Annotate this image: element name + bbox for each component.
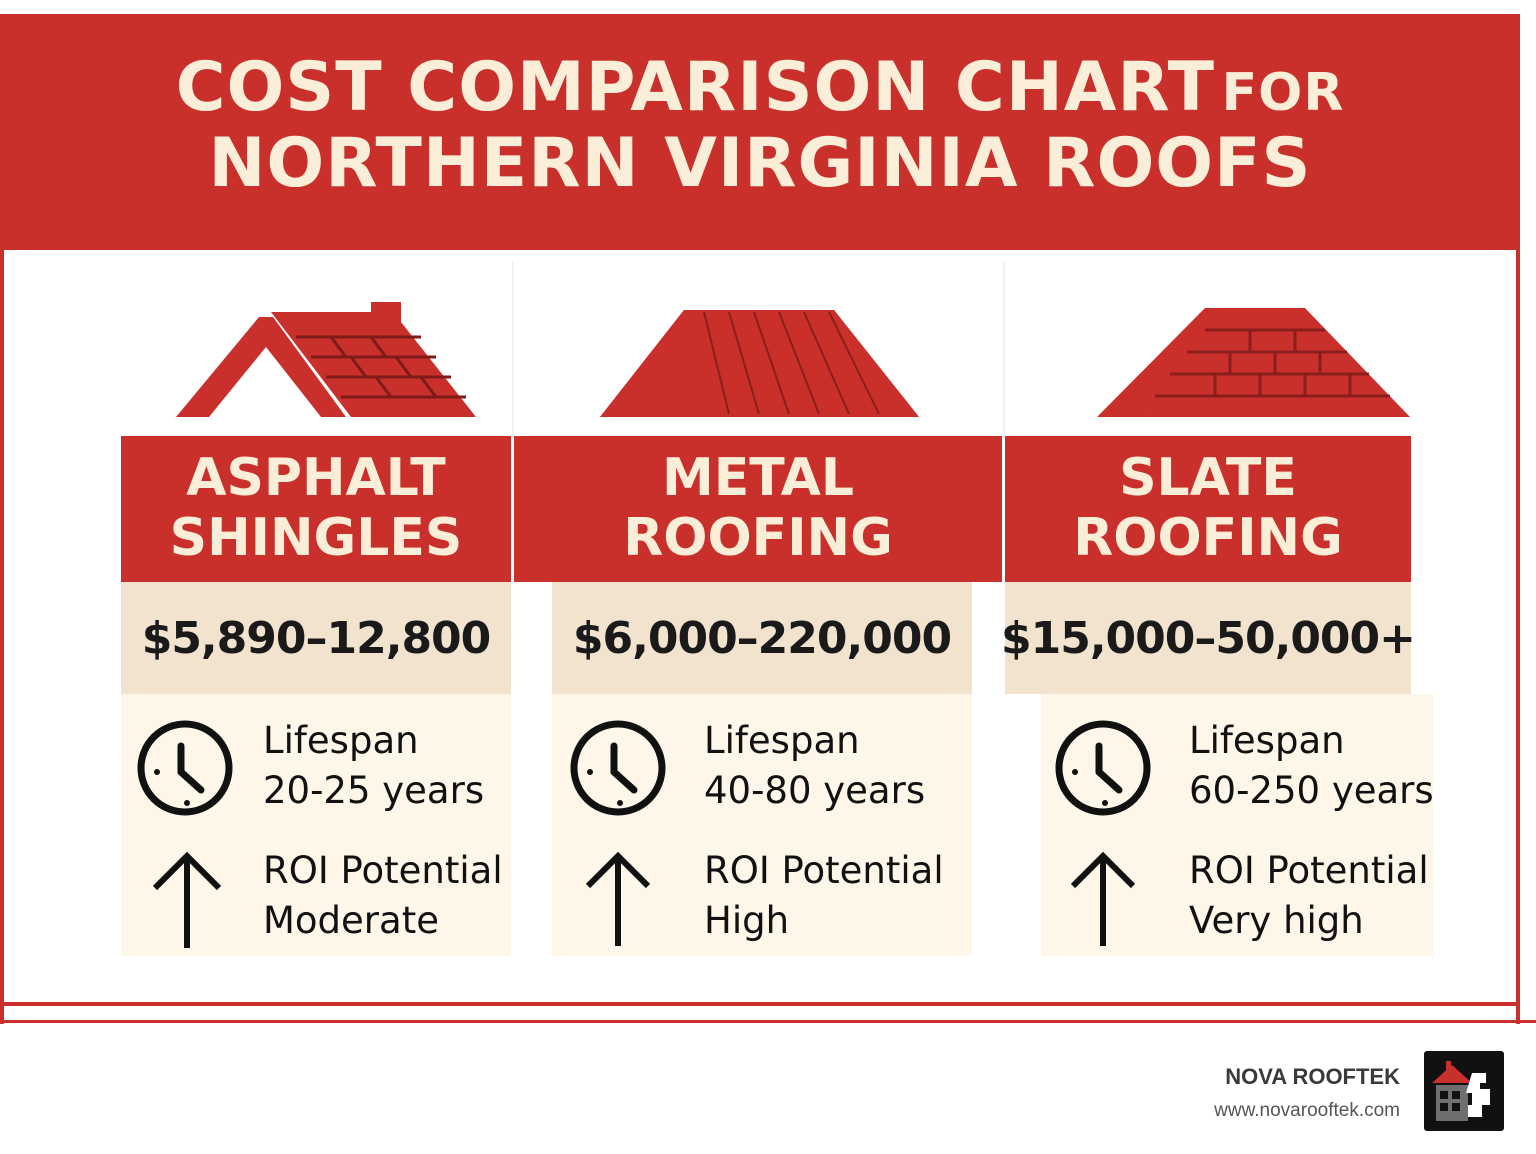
- details-box: Lifespan 20-25 years ROI Potential Moder…: [121, 694, 511, 956]
- price-range: $6,000–220,000: [572, 612, 952, 664]
- price-range: $5,890–12,800: [141, 612, 492, 664]
- arrow-up-icon: [135, 850, 235, 950]
- header-banner: [0, 14, 1520, 250]
- footer-divider: [0, 1020, 1536, 1023]
- roof-type-card-asphalt: ASPHALT SHINGLES $5,890–12,800 Lifespan …: [121, 262, 611, 982]
- brand-name: NOVA ROOFTEK: [1225, 1064, 1400, 1089]
- clock-icon: [135, 718, 235, 818]
- clock-icon: [1053, 718, 1153, 818]
- column-divider: [512, 262, 514, 438]
- lifespan-value: 40-80 years: [704, 768, 926, 812]
- roof-type-title-box: SLATE ROOFING: [1005, 436, 1411, 582]
- frame-border-right: [1516, 14, 1520, 1024]
- price-range: $15,000–50,000+: [1000, 612, 1416, 664]
- lifespan-value: 60-250 years: [1189, 768, 1434, 812]
- frame-border-left: [0, 14, 4, 1024]
- arrow-up-icon: [568, 850, 668, 950]
- roof-type-card-metal: METAL ROOFING $6,000–220,000 Lifespan 40…: [514, 262, 1004, 982]
- title-line2: NORTHERN VIRGINIA ROOFS: [208, 124, 1312, 204]
- lifespan-value: 20-25 years: [263, 768, 485, 812]
- price-range-box: $5,890–12,800: [121, 582, 511, 694]
- details-box: Lifespan 40-80 years ROI Potential High: [552, 694, 972, 956]
- roof-type-card-slate: SLATE ROOFING $15,000–50,000+ Lifespan 6…: [1001, 262, 1495, 982]
- lifespan-label: Lifespan: [704, 719, 860, 762]
- details-box: Lifespan 60-250 years ROI Potential Very…: [1041, 694, 1434, 956]
- roof-type-title: ASPHALT SHINGLES: [169, 448, 463, 568]
- lifespan-info: Lifespan 20-25 years: [263, 716, 484, 816]
- roi-label: ROI Potential: [704, 849, 944, 892]
- page-title: COST COMPARISON CHART FOR NORTHERN VIRGI…: [0, 48, 1520, 204]
- frame-border-bottom: [0, 1002, 1520, 1006]
- title-line1-small: FOR: [1221, 63, 1345, 123]
- lifespan-label: Lifespan: [263, 719, 419, 762]
- arrow-up-icon: [1053, 850, 1153, 950]
- roi-value: Very high: [1189, 898, 1364, 942]
- column-divider: [1003, 262, 1005, 438]
- roi-info: ROI Potential Very high: [1189, 846, 1429, 946]
- roi-label: ROI Potential: [1189, 849, 1429, 892]
- roi-label: ROI Potential: [263, 849, 503, 892]
- roi-value: High: [704, 898, 790, 942]
- roof-type-title: METAL ROOFING: [623, 448, 893, 568]
- lifespan-info: Lifespan 60-250 years: [1189, 716, 1434, 816]
- brand-url-link[interactable]: www.novarooftek.com: [1214, 1100, 1400, 1121]
- roof-type-title-box: METAL ROOFING: [514, 436, 1002, 582]
- lifespan-info: Lifespan 40-80 years: [704, 716, 925, 816]
- price-range-box: $6,000–220,000: [552, 582, 972, 694]
- roi-value: Moderate: [263, 898, 439, 942]
- metal-roof-icon: [600, 310, 919, 417]
- title-line1-main: COST COMPARISON CHART: [175, 48, 1216, 127]
- house-logo-icon: [1424, 1051, 1504, 1131]
- lifespan-label: Lifespan: [1189, 719, 1345, 762]
- footer-brand: NOVA ROOFTEK www.novarooftek.com: [1214, 1064, 1400, 1122]
- roi-info: ROI Potential High: [704, 846, 944, 946]
- roof-type-title: SLATE ROOFING: [1073, 448, 1343, 568]
- roi-info: ROI Potential Moderate: [263, 846, 503, 946]
- roof-type-title-box: ASPHALT SHINGLES: [121, 436, 511, 582]
- slate-roof-icon: [1097, 308, 1410, 417]
- clock-icon: [568, 718, 668, 818]
- asphalt-roof-icon: [176, 302, 476, 417]
- price-range-box: $15,000–50,000+: [1001, 582, 1416, 694]
